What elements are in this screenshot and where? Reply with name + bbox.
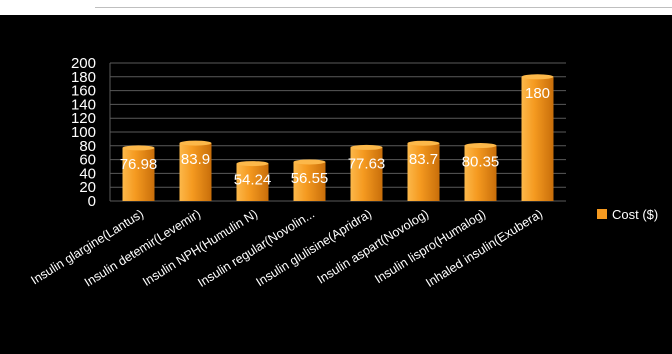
bar-top (464, 143, 497, 149)
gridlines (110, 62, 566, 202)
y-tick-label: 100 (71, 124, 96, 141)
y-tick-label: 60 (79, 152, 96, 169)
bar-top (179, 140, 212, 146)
y-tick-label: 160 (71, 83, 96, 100)
y-tick-label: 140 (71, 96, 96, 113)
bar (521, 76, 554, 201)
legend-label: Cost ($) (612, 207, 658, 222)
data-label: 83.9 (181, 151, 210, 168)
data-label: 54.24 (234, 172, 272, 189)
bar (236, 163, 269, 201)
y-tick-label: 20 (79, 179, 96, 196)
legend: Cost ($) (597, 207, 658, 222)
data-label: 77.63 (348, 155, 386, 172)
bar-top (407, 140, 440, 146)
bar-top (293, 159, 326, 165)
chart-background (0, 15, 672, 354)
bar-top (521, 74, 554, 80)
bar (179, 143, 212, 201)
bar (293, 161, 326, 201)
data-label: 56.55 (291, 170, 329, 187)
bar (122, 147, 155, 201)
bar-top (122, 145, 155, 151)
y-tick-label: 40 (79, 165, 96, 182)
bar (407, 143, 440, 201)
data-label: 180 (525, 85, 550, 102)
bar (464, 145, 497, 201)
x-axis-labels: Insulin glargine(Lantus)Insulin detemir(… (28, 207, 545, 290)
top-divider (95, 7, 672, 8)
data-labels: 76.98 83.9 54.24 56.55 77.63 83.7 80.35 180 (120, 85, 550, 189)
y-tick-label: 200 (71, 55, 96, 72)
y-tick-label: 120 (71, 110, 96, 127)
bar-series (122, 74, 554, 201)
y-tick-label: 0 (88, 193, 96, 210)
bar-top (236, 161, 269, 167)
data-label: 83.7 (409, 151, 438, 168)
bar-top (350, 144, 383, 150)
y-tick-label: 80 (79, 138, 96, 155)
legend-swatch (597, 209, 607, 219)
bar (350, 147, 383, 201)
y-tick-label: 180 (71, 69, 96, 86)
data-label: 76.98 (120, 156, 158, 173)
data-label: 80.35 (462, 154, 500, 171)
